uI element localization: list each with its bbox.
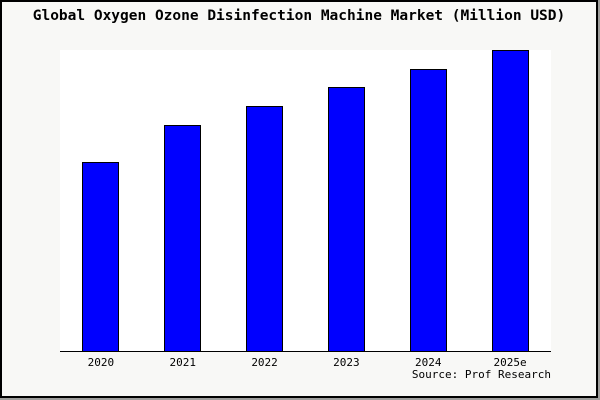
x-tick-label-2025e: 2025e <box>493 356 527 369</box>
bar-2024 <box>409 68 447 351</box>
x-axis-labels: 2020 2021 2022 2023 2024 2025e <box>60 352 551 369</box>
bar-2022 <box>246 106 284 351</box>
bar-2025e <box>491 50 529 351</box>
bar-2020 <box>82 161 120 351</box>
bar-slot <box>142 50 224 351</box>
x-tick-label-2023: 2023 <box>333 356 360 369</box>
x-tick-label-2024: 2024 <box>414 356 442 369</box>
plot-area <box>60 50 551 352</box>
bar-slot <box>224 50 306 351</box>
bar-2021 <box>164 124 202 351</box>
bar-2023 <box>327 87 365 351</box>
bar-slot <box>469 50 551 351</box>
x-tick-label-2022: 2022 <box>251 356 278 369</box>
bars-container <box>60 50 551 351</box>
bar-slot <box>305 50 387 351</box>
x-tick-label-2021: 2021 <box>169 356 196 369</box>
source-note: Source: Prof Research <box>411 368 551 381</box>
x-tick-label-2020: 2020 <box>87 356 115 369</box>
bar-slot <box>387 50 469 351</box>
chart-title: Global Oxygen Ozone Disinfection Machine… <box>32 8 566 24</box>
bar-slot <box>60 50 142 351</box>
